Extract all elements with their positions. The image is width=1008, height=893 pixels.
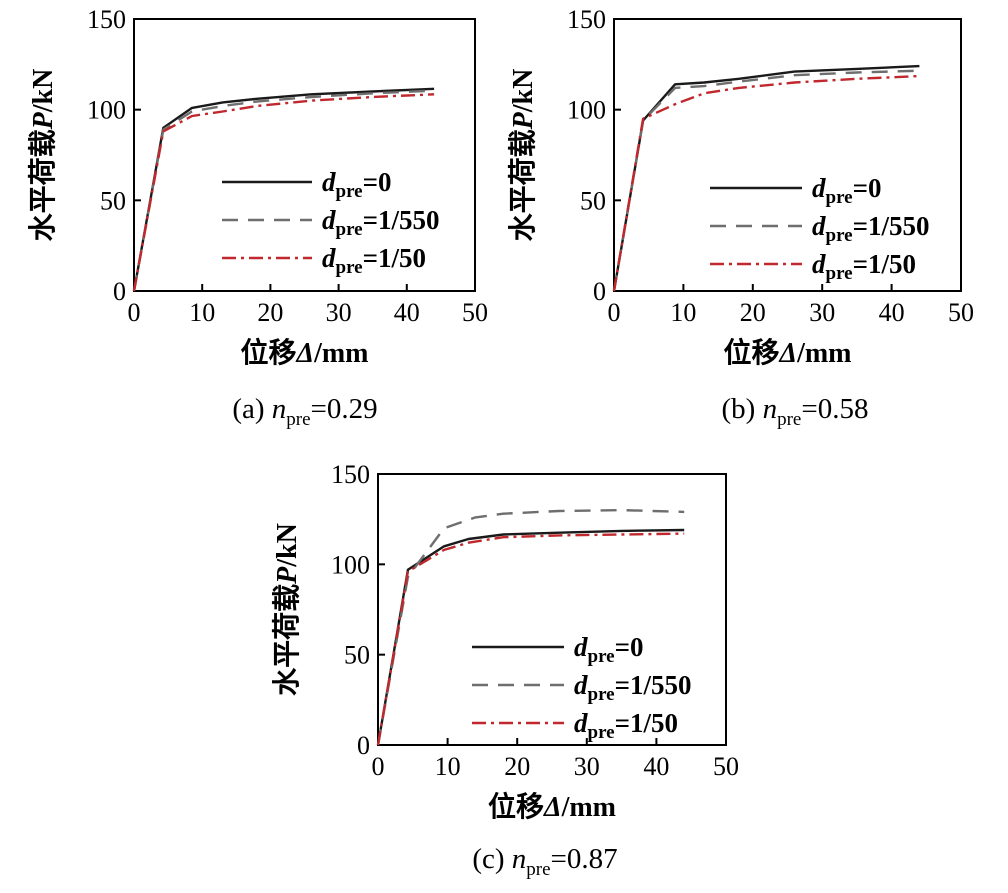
series-line-2 xyxy=(612,69,920,292)
x-tick-label: 40 xyxy=(394,298,420,327)
series-line-2 xyxy=(132,89,435,292)
y-tick-label: 50 xyxy=(344,641,370,670)
legend-label: dpre=0 xyxy=(574,632,643,667)
y-tick-label: 100 xyxy=(87,96,126,125)
series-line-3 xyxy=(376,532,685,746)
legend-label: dpre=0 xyxy=(322,167,391,202)
series-line-3 xyxy=(612,74,920,292)
y-tick-label: 150 xyxy=(87,5,126,34)
legend-label: dpre=0 xyxy=(812,173,881,208)
chart-caption: (c) npre=0.87 xyxy=(472,843,617,880)
y-tick-label: 0 xyxy=(357,731,370,760)
y-axis-label: 水平荷载P/kN xyxy=(507,69,539,242)
x-tick-label: 0 xyxy=(128,298,141,327)
y-tick-label: 50 xyxy=(580,186,606,215)
x-tick-label: 30 xyxy=(326,298,352,327)
chart-c: 0 10 20 30 40 50 0 50 100 150 dpre=0dpre=1/550dpre… xyxy=(271,460,739,880)
x-axis-label: 位移Δ/mm xyxy=(240,336,368,369)
x-tick-label: 0 xyxy=(608,298,621,327)
legend-label: dpre=1/50 xyxy=(812,249,916,284)
x-tick-label: 10 xyxy=(670,298,696,327)
legend-label: dpre=1/550 xyxy=(812,211,929,246)
y-tick-label: 150 xyxy=(567,5,606,34)
series-line-1 xyxy=(612,64,920,292)
x-tick-label: 40 xyxy=(643,752,669,781)
chart-caption: (b) npre=0.58 xyxy=(722,393,869,430)
y-tick-label: 50 xyxy=(100,186,126,215)
x-tick-label: 20 xyxy=(504,752,530,781)
x-axis-label: 位移Δ/mm xyxy=(723,336,851,369)
x-tick-label: 30 xyxy=(809,298,835,327)
chart-caption: (a) npre=0.29 xyxy=(232,393,377,430)
series-line-1 xyxy=(376,528,685,746)
y-tick-label: 100 xyxy=(567,96,606,125)
x-tick-label: 40 xyxy=(879,298,905,327)
chart-b: 0 10 20 30 40 50 0 50 100 150 dpre=0dpre=1/550dpre… xyxy=(507,5,974,430)
x-tick-label: 30 xyxy=(574,752,600,781)
x-tick-label: 0 xyxy=(372,752,385,781)
legend-label: dpre=1/550 xyxy=(574,670,691,705)
plot-frame xyxy=(377,473,727,746)
legend-label: dpre=1/550 xyxy=(322,205,439,240)
y-tick-label: 0 xyxy=(593,277,606,306)
y-axis-label: 水平荷载P/kN xyxy=(27,69,59,242)
x-tick-label: 50 xyxy=(948,298,974,327)
x-tick-label: 50 xyxy=(713,752,739,781)
x-tick-label: 20 xyxy=(257,298,283,327)
plot-frame xyxy=(613,18,962,292)
series-line-1 xyxy=(132,87,435,292)
x-tick-label: 10 xyxy=(435,752,461,781)
y-tick-label: 0 xyxy=(113,277,126,306)
legend-label: dpre=1/50 xyxy=(322,243,426,278)
y-tick-label: 150 xyxy=(331,460,370,489)
y-axis-label: 水平荷载P/kN xyxy=(271,523,303,696)
x-tick-label: 20 xyxy=(740,298,766,327)
x-tick-label: 50 xyxy=(462,298,488,327)
legend-label: dpre=1/50 xyxy=(574,708,678,743)
series-line-2 xyxy=(376,508,685,746)
plot-frame xyxy=(133,18,476,292)
chart-a: 0 10 20 30 40 50 0 50 100 150 dpre=0dpre=1/550dpre… xyxy=(27,5,488,430)
x-tick-label: 10 xyxy=(189,298,215,327)
y-tick-label: 100 xyxy=(331,550,370,579)
x-axis-label: 位移Δ/mm xyxy=(488,790,616,823)
series-line-3 xyxy=(132,93,435,292)
